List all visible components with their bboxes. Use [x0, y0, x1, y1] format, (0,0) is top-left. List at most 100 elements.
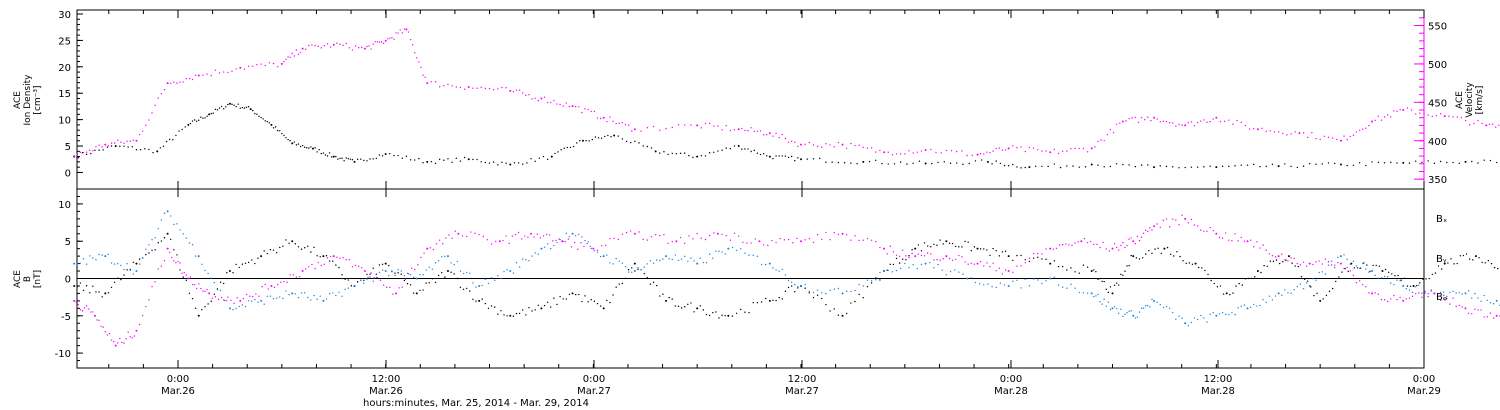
data-point [841, 143, 844, 146]
data-point [1150, 119, 1152, 122]
data-point [289, 56, 291, 58]
data-point [797, 287, 799, 289]
data-point [247, 106, 250, 108]
data-point [594, 136, 597, 138]
data-point [845, 290, 848, 293]
data-point [463, 88, 466, 90]
data-point [724, 253, 726, 255]
data-point [1492, 317, 1495, 319]
data-point [1365, 268, 1367, 270]
data-point [102, 326, 104, 328]
data-point [675, 240, 678, 243]
data-point [210, 112, 212, 115]
data-point [163, 88, 166, 91]
bottom-left-tick-label: 10 [58, 200, 71, 211]
data-point [992, 262, 994, 264]
data-point [188, 77, 191, 80]
data-point [211, 297, 213, 299]
data-point [437, 260, 440, 262]
data-point [949, 270, 952, 273]
data-point [995, 270, 997, 272]
data-point [621, 121, 624, 124]
data-point [1099, 246, 1101, 249]
data-point [562, 105, 564, 107]
data-point [1263, 264, 1265, 267]
data-point [1134, 317, 1137, 319]
data-point [790, 281, 793, 284]
data-point [342, 257, 344, 259]
data-point [916, 267, 918, 270]
data-point [528, 306, 530, 309]
data-point [1024, 166, 1026, 169]
data-point [272, 298, 275, 300]
data-point [459, 286, 462, 288]
data-point [233, 302, 235, 305]
data-point [469, 290, 471, 292]
data-point [1134, 165, 1137, 168]
data-point [497, 88, 499, 90]
data-point [166, 82, 169, 85]
data-point [356, 158, 359, 161]
data-point [1467, 312, 1470, 315]
data-point [1380, 277, 1383, 279]
data-point [1203, 230, 1205, 232]
data-point [668, 296, 670, 299]
top-left-tick-label: 0 [65, 168, 71, 179]
data-point [235, 263, 237, 266]
data-point [1163, 247, 1166, 250]
data-point [459, 86, 462, 89]
data-point [1196, 166, 1199, 168]
data-point [1396, 298, 1398, 301]
data-point [509, 270, 512, 273]
data-point [378, 41, 381, 43]
data-point [766, 155, 768, 157]
data-point [1421, 161, 1423, 164]
data-point [702, 309, 705, 311]
data-point [1101, 303, 1103, 305]
data-point [148, 148, 150, 151]
data-point [850, 162, 852, 164]
data-point [787, 279, 790, 282]
data-point [581, 111, 583, 114]
data-point [643, 266, 645, 268]
data-point [419, 273, 421, 276]
data-point [1234, 313, 1236, 316]
data-point [816, 289, 819, 292]
data-point [1323, 135, 1326, 137]
data-point [264, 64, 266, 67]
data-point [696, 232, 698, 235]
data-point [1028, 257, 1031, 259]
data-point [976, 247, 979, 250]
data-point [1132, 240, 1135, 243]
data-point [102, 149, 104, 151]
data-point [1182, 259, 1184, 262]
data-point [1032, 278, 1035, 280]
data-point [326, 257, 329, 259]
data-point [1248, 128, 1251, 130]
data-point [467, 85, 470, 88]
data-point [341, 295, 343, 297]
data-point [515, 312, 518, 315]
data-point [120, 278, 122, 281]
data-point [1107, 301, 1110, 303]
data-point [781, 268, 784, 271]
data-point [1181, 317, 1183, 319]
data-point [684, 124, 686, 126]
data-point [1118, 312, 1120, 314]
data-point [1452, 161, 1454, 164]
data-point [157, 97, 159, 99]
data-point [1416, 284, 1418, 287]
data-point [187, 277, 190, 280]
data-point [920, 250, 923, 252]
data-point [987, 283, 989, 285]
data-point [948, 242, 951, 245]
data-point [1053, 276, 1056, 278]
data-point [1097, 140, 1099, 143]
data-point [448, 234, 450, 236]
data-point [540, 307, 543, 310]
data-point [624, 277, 627, 280]
data-point [546, 158, 549, 161]
data-point [964, 261, 966, 263]
data-point [252, 65, 254, 67]
data-point [488, 87, 491, 90]
